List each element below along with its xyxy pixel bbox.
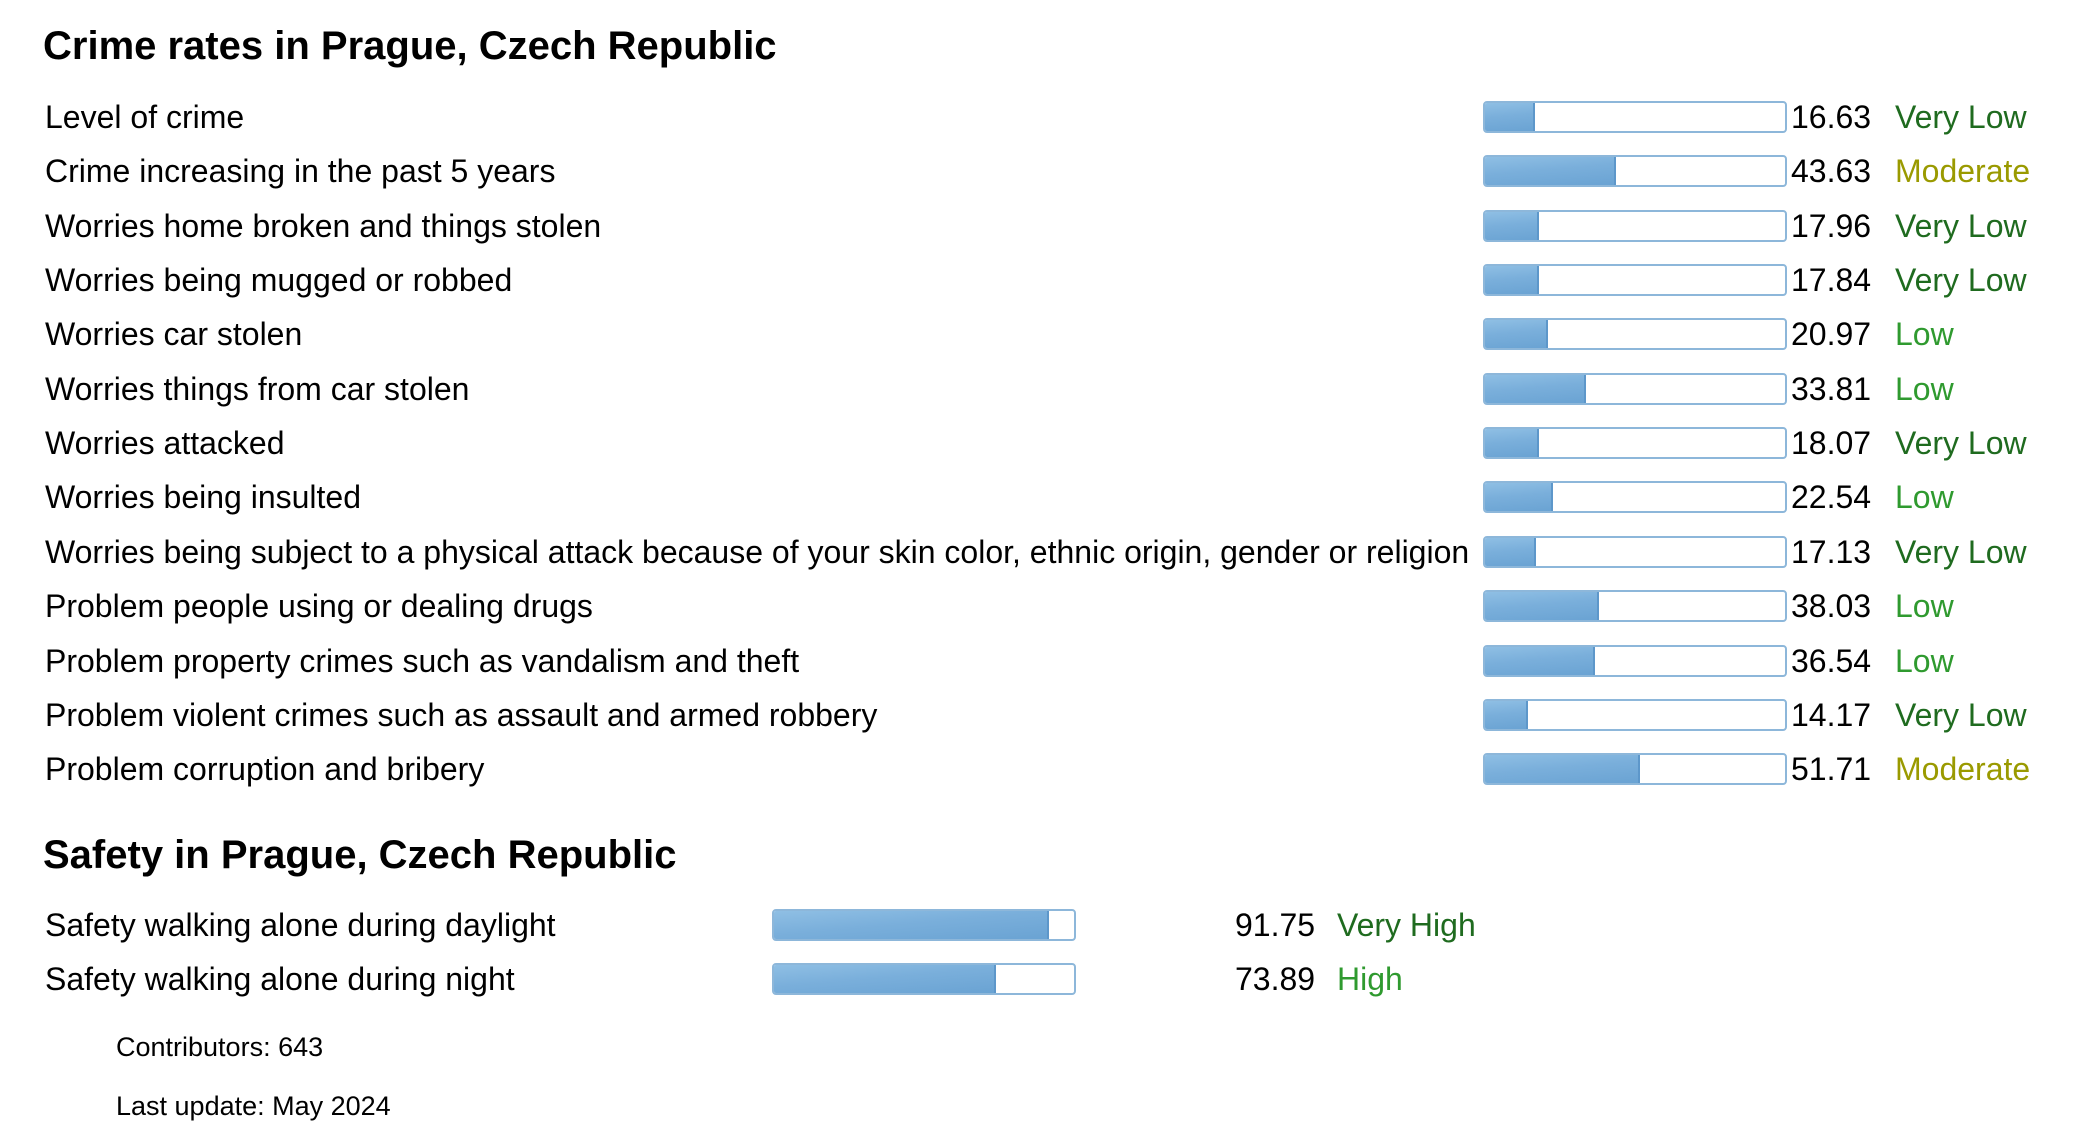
safety-section-title: Safety in Prague, Czech Republic (43, 833, 677, 877)
row-label: Safety walking alone during night (45, 961, 515, 998)
table-row: Problem people using or dealing drugs 38.… (0, 579, 2100, 633)
row-label: Crime increasing in the past 5 years (45, 153, 556, 190)
row-label: Worries being mugged or robbed (45, 262, 513, 299)
table-row: Worries being mugged or robbed 17.84 Very … (0, 253, 2100, 307)
score-value: 36.54 (1791, 642, 1872, 679)
score-bar-fill (1485, 374, 1587, 403)
score-bar-fill (1485, 646, 1595, 675)
score-bar (1483, 209, 1787, 242)
score-bar (1483, 698, 1787, 731)
row-label: Problem violent crimes such as assault a… (45, 696, 878, 733)
rating-label: Very Low (1895, 696, 2027, 733)
table-row: Crime increasing in the past 5 years 43.6… (0, 144, 2100, 198)
table-row: Worries being insulted 22.54 Low (0, 470, 2100, 524)
score-value: 18.07 (1791, 425, 1872, 462)
rating-label: Very Low (1895, 207, 2027, 244)
table-row: Level of crime 16.63 Very Low (0, 90, 2100, 144)
score-bar-fill (1485, 211, 1539, 240)
score-bar-fill (774, 965, 996, 994)
score-bar-fill (1485, 429, 1540, 458)
score-bar-fill (1485, 266, 1539, 295)
score-bar (1483, 264, 1787, 297)
score-bar-fill (774, 911, 1050, 939)
score-bar-fill (1485, 592, 1600, 621)
table-row: Worries car stolen 20.97 Low (0, 307, 2100, 361)
rating-label: Moderate (1895, 153, 2031, 190)
score-value: 17.96 (1791, 207, 1872, 244)
score-bar-fill (1485, 700, 1528, 729)
row-label: Worries car stolen (45, 316, 303, 353)
score-bar (1483, 101, 1787, 133)
rating-label: Low (1895, 588, 1954, 625)
rating-label: Low (1895, 370, 1954, 407)
table-row: Problem property crimes such as vandalis… (0, 634, 2100, 688)
score-value: 43.63 (1791, 153, 1872, 190)
table-row: Worries home broken and things stolen 17.… (0, 199, 2100, 253)
row-label: Problem corruption and bribery (45, 751, 485, 788)
table-row: Worries things from car stolen 33.81 Low (0, 362, 2100, 416)
rating-label: Very Low (1895, 262, 2027, 299)
row-label: Safety walking alone during daylight (45, 907, 556, 943)
rating-label: Moderate (1895, 751, 2031, 788)
score-value: 22.54 (1791, 479, 1872, 516)
row-label: Worries being subject to a physical atta… (45, 533, 1470, 570)
score-bar (772, 909, 1076, 941)
score-bar (1483, 318, 1787, 351)
table-row: Problem violent crimes such as assault a… (0, 688, 2100, 742)
rating-label: Low (1895, 316, 1954, 353)
score-bar (1483, 427, 1787, 460)
row-label: Problem property crimes such as vandalis… (45, 642, 800, 679)
score-bar-fill (1485, 483, 1553, 512)
table-row: Worries being subject to a physical atta… (0, 525, 2100, 579)
score-bar-fill (1485, 103, 1535, 131)
score-value: 73.89 (1235, 961, 1316, 998)
score-bar (1483, 753, 1787, 786)
score-value: 20.97 (1791, 316, 1872, 353)
contributors-count: Contributors: 643 (116, 1032, 324, 1062)
score-value: 91.75 (1235, 907, 1316, 943)
score-bar-fill (1485, 755, 1641, 784)
table-row: Safety walking alone during daylight 91.7… (0, 898, 2100, 952)
row-label: Worries things from car stolen (45, 370, 470, 407)
score-value: 33.81 (1791, 370, 1872, 407)
table-row: Problem corruption and bribery 51.71 Moder… (0, 742, 2100, 796)
score-value: 51.71 (1791, 751, 1872, 788)
score-bar-fill (1485, 537, 1537, 566)
rating-label: Low (1895, 479, 1954, 516)
score-value: 38.03 (1791, 588, 1872, 625)
row-label: Level of crime (45, 99, 245, 135)
last-update: Last update: May 2024 (116, 1091, 391, 1121)
score-value: 14.17 (1791, 696, 1872, 733)
score-bar (1483, 372, 1787, 405)
crime-section-title: Crime rates in Prague, Czech Republic (43, 24, 777, 68)
rating-label: Very Low (1895, 533, 2027, 570)
score-bar (772, 963, 1076, 996)
score-bar (1483, 155, 1787, 188)
score-bar (1483, 535, 1787, 568)
rating-label: Low (1895, 642, 1954, 679)
rating-label: Very Low (1895, 99, 2027, 135)
row-label: Problem people using or dealing drugs (45, 588, 593, 625)
score-bar-fill (1485, 320, 1548, 349)
score-bar (1483, 644, 1787, 677)
score-bar (1483, 481, 1787, 514)
score-value: 17.13 (1791, 533, 1872, 570)
score-value: 17.84 (1791, 262, 1872, 299)
rating-label: Very Low (1895, 425, 2027, 462)
score-bar (1483, 590, 1787, 623)
rating-label: High (1337, 961, 1403, 998)
row-label: Worries home broken and things stolen (45, 207, 602, 244)
table-row: Worries attacked 18.07 Very Low (0, 416, 2100, 470)
table-row: Safety walking alone during night 73.89 Hi… (0, 952, 2100, 1006)
score-bar-fill (1485, 157, 1616, 186)
row-label: Worries attacked (45, 425, 285, 462)
rating-label: Very High (1337, 907, 1476, 943)
row-label: Worries being insulted (45, 479, 362, 516)
score-value: 16.63 (1791, 99, 1872, 135)
